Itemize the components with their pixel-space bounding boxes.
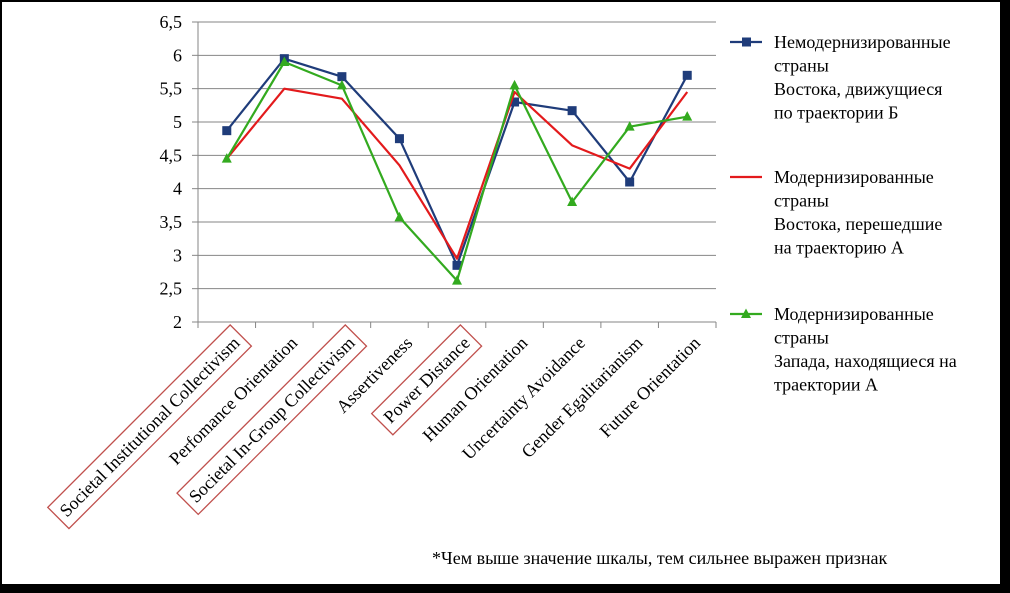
legend-label: траектории А xyxy=(774,375,878,395)
legend-label: на траекторию А xyxy=(774,238,904,258)
legend-label: Немодернизированные xyxy=(774,32,951,52)
y-tick-label: 6 xyxy=(173,45,182,65)
data-point-square xyxy=(682,70,692,80)
x-category-label: Future Orientation xyxy=(596,333,705,442)
y-tick-label: 2,5 xyxy=(160,279,183,299)
footnote: *Чем выше значение шкалы, тем сильнее вы… xyxy=(432,548,887,568)
data-point-triangle xyxy=(452,275,462,285)
data-point-triangle xyxy=(279,56,290,66)
data-point-square xyxy=(452,260,462,270)
y-tick-label: 3,5 xyxy=(160,212,183,232)
data-point-triangle xyxy=(336,79,347,90)
legend-marker-square xyxy=(742,37,751,47)
data-point-triangle xyxy=(682,111,693,121)
legend-label: страны xyxy=(774,191,829,211)
data-point-square xyxy=(567,106,577,116)
category-highlight-box xyxy=(46,323,253,530)
legend-marker-triangle xyxy=(741,308,751,318)
data-point-square xyxy=(394,134,404,144)
data-point-square xyxy=(222,126,232,136)
data-point-square xyxy=(625,177,635,187)
data-point-triangle xyxy=(394,211,405,222)
y-tick-label: 3 xyxy=(173,245,182,265)
legend-label: страны xyxy=(774,56,829,76)
series-line xyxy=(225,60,688,282)
data-point-square xyxy=(337,72,347,82)
data-point-triangle xyxy=(509,79,520,90)
category-highlight-box xyxy=(370,323,483,436)
series-line xyxy=(225,87,689,260)
y-tick-label: 4,5 xyxy=(160,145,183,165)
legend-label: Востока, движущиеся xyxy=(774,79,942,99)
y-tick-label: 2 xyxy=(173,312,182,332)
legend-label: Востока, перешедшие xyxy=(774,214,942,234)
legend-label: Модернизированные xyxy=(774,167,934,187)
legend-label: Модернизированные xyxy=(774,304,934,324)
legend-label: страны xyxy=(774,328,829,348)
legend-label: по траектории Б xyxy=(774,103,898,123)
data-point-square xyxy=(510,97,520,107)
data-point-triangle xyxy=(221,153,232,163)
y-tick-label: 5 xyxy=(173,112,182,132)
chart-panel: 2 2,5 3 3,5 4 4,5 5 5,5 6 6,5 Societal Institution… xyxy=(2,2,1000,584)
legend-label: Запада, находящиеся на xyxy=(774,351,957,371)
category-highlight-box xyxy=(176,323,368,516)
data-point-triangle xyxy=(624,121,635,131)
y-tick-label: 5,5 xyxy=(160,79,183,99)
y-tick-label: 6,5 xyxy=(160,12,183,32)
y-tick-label: 4 xyxy=(173,179,182,199)
data-point-triangle xyxy=(567,196,578,206)
